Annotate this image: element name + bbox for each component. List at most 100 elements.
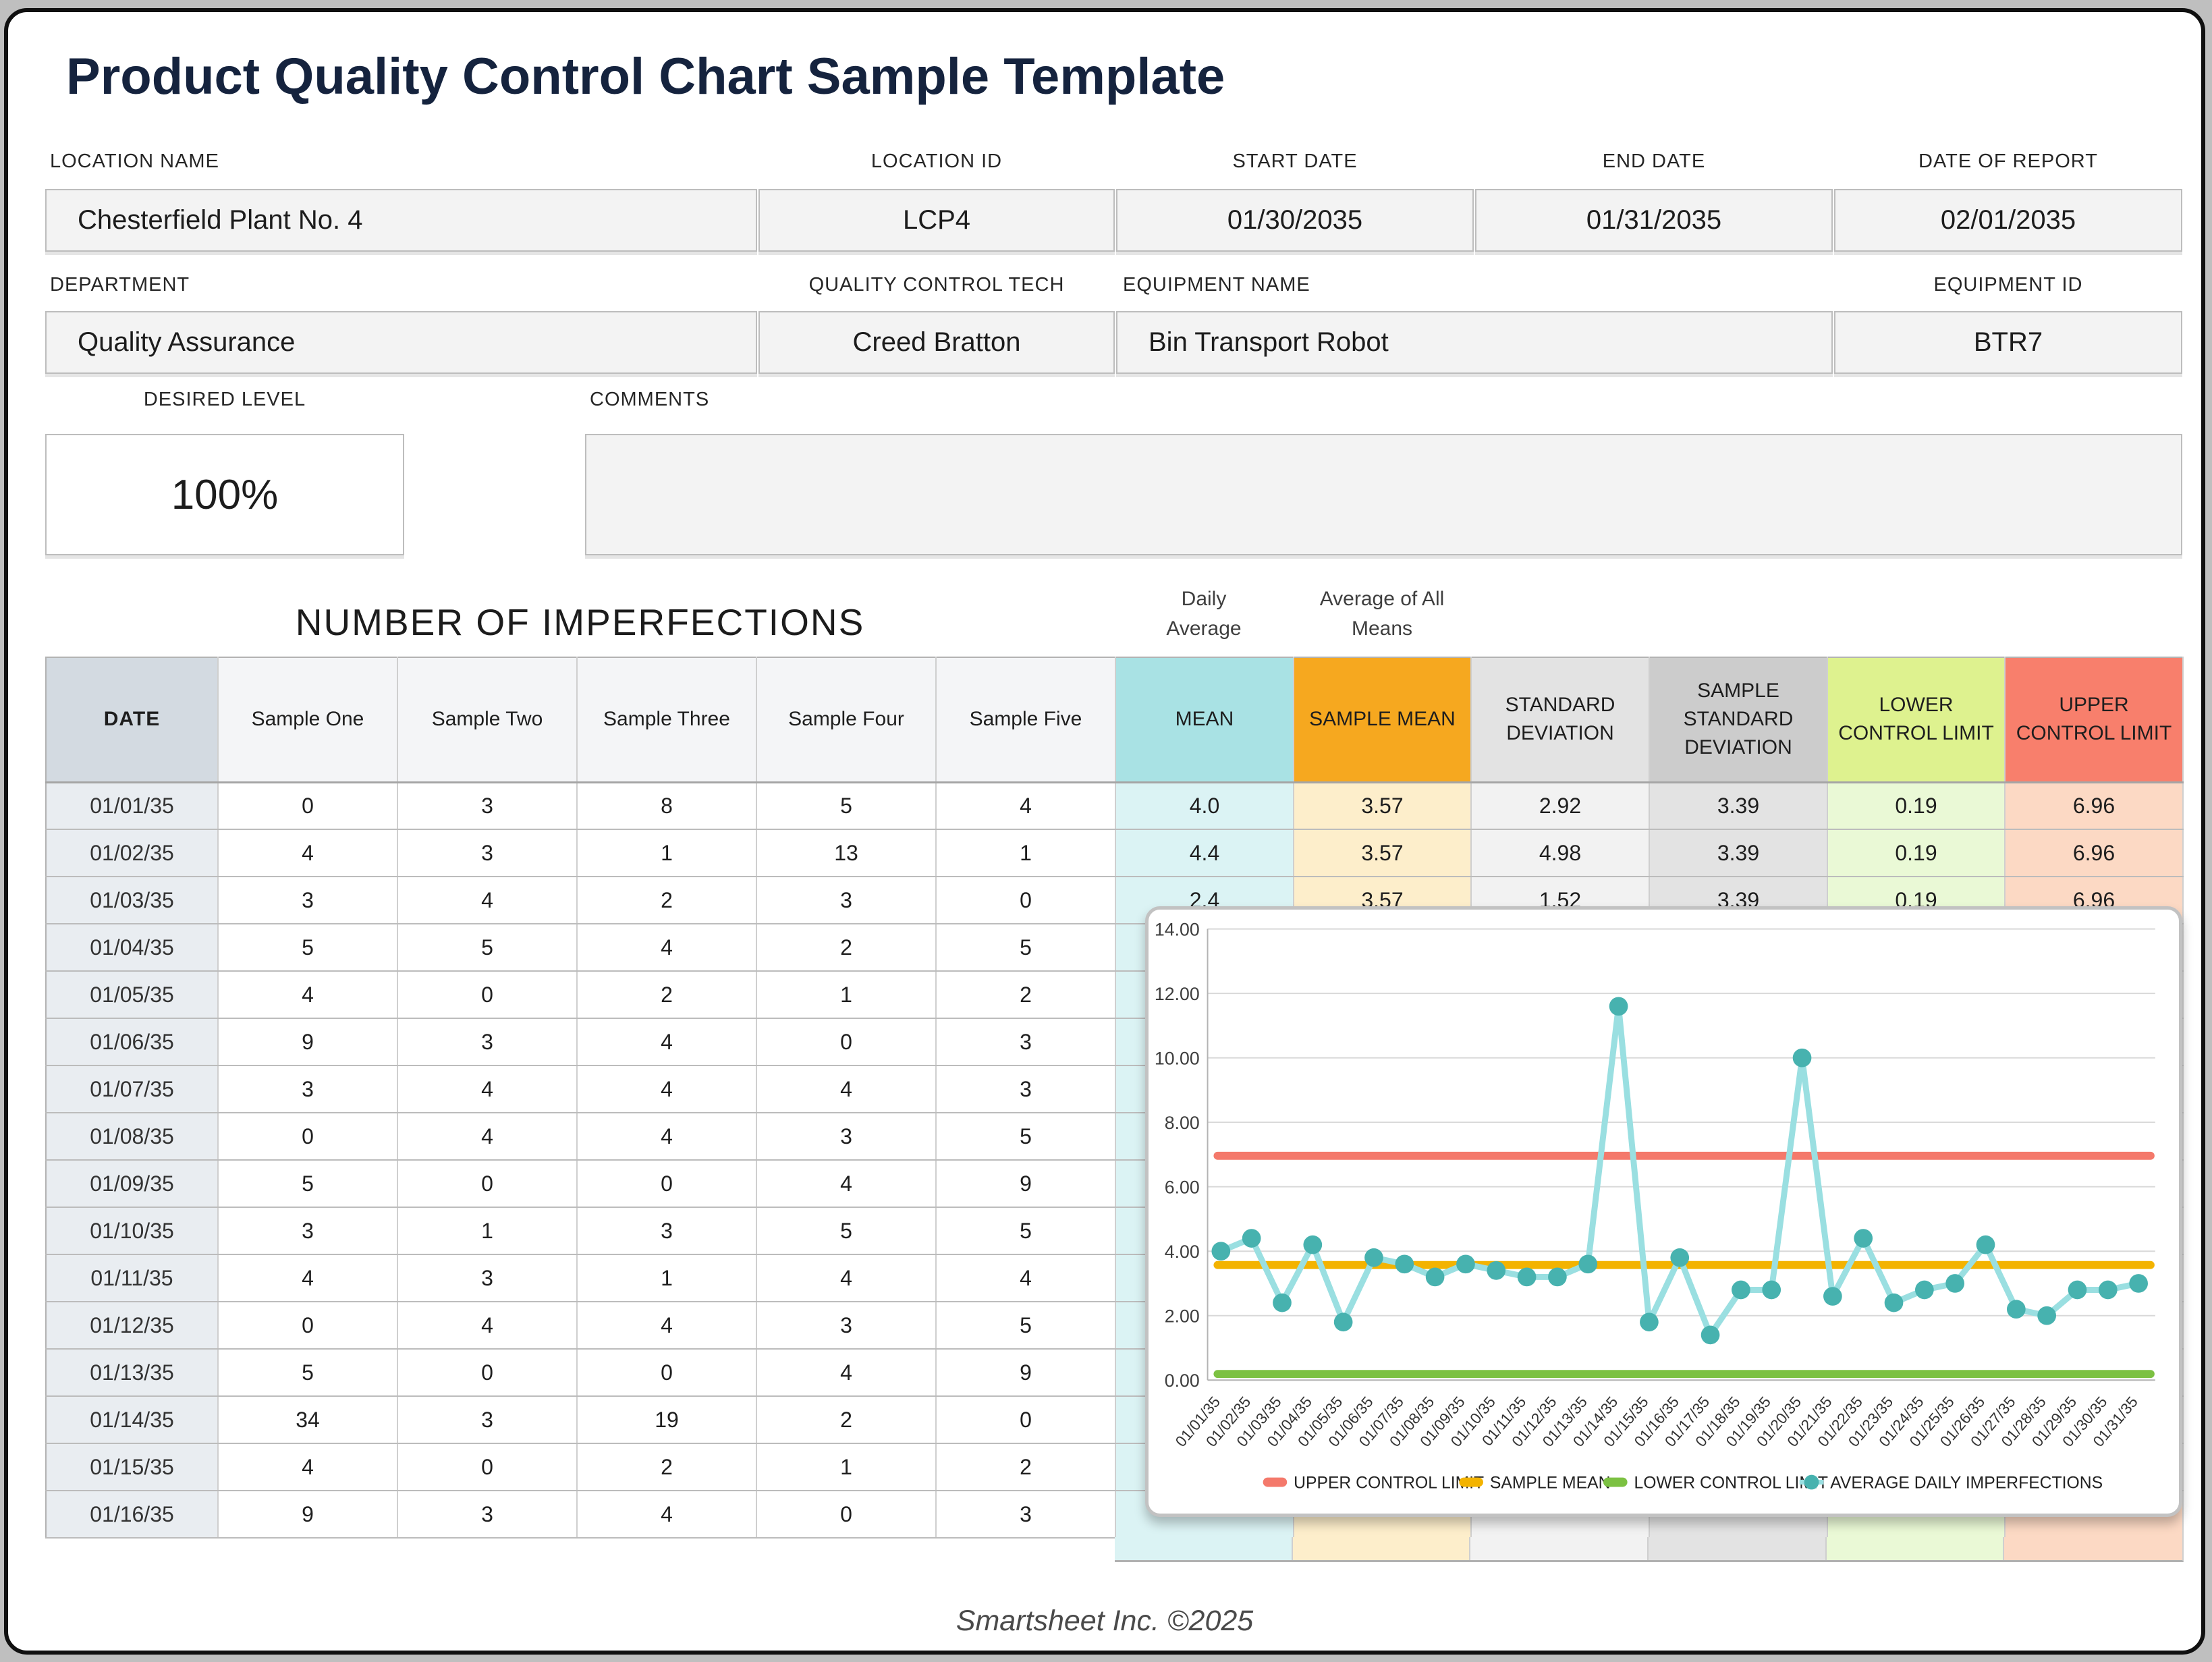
sample3-cell[interactable]: 2 xyxy=(577,971,757,1019)
sample1-cell[interactable]: 5 xyxy=(218,1349,398,1397)
ucl-cell[interactable] xyxy=(2004,1537,2182,1560)
location-name-field[interactable]: Chesterfield Plant No. 4 xyxy=(45,189,757,252)
mean-cell[interactable]: 4.4 xyxy=(1115,829,1294,877)
sample3-cell[interactable]: 3 xyxy=(577,1207,757,1255)
sample1-cell[interactable]: 4 xyxy=(218,1443,398,1491)
location-id-field[interactable]: LCP4 xyxy=(758,189,1115,252)
date-cell[interactable]: 01/02/35 xyxy=(46,829,219,877)
sample5-cell[interactable]: 5 xyxy=(936,1113,1116,1161)
sample5-cell[interactable]: 0 xyxy=(936,877,1116,924)
sample3-cell[interactable]: 19 xyxy=(577,1396,757,1444)
mean-cell[interactable]: 4.0 xyxy=(1115,782,1294,830)
sample1-cell[interactable]: 4 xyxy=(218,829,398,877)
lcl-cell[interactable]: 0.19 xyxy=(1827,829,2006,877)
sample5-cell[interactable]: 5 xyxy=(936,1207,1116,1255)
sample2-cell[interactable]: 0 xyxy=(397,1349,578,1397)
sample5-cell[interactable]: 0 xyxy=(936,1396,1116,1444)
equipment-name-field[interactable]: Bin Transport Robot xyxy=(1116,311,1833,374)
sample1-cell[interactable]: 3 xyxy=(218,877,398,924)
sample3-cell[interactable]: 4 xyxy=(577,1113,757,1161)
sample_std-cell[interactable]: 3.39 xyxy=(1649,782,1828,830)
sample2-cell[interactable]: 3 xyxy=(397,782,578,830)
date-cell[interactable]: 01/09/35 xyxy=(46,1160,219,1208)
date-cell[interactable]: 01/05/35 xyxy=(46,971,219,1019)
sample_std-cell[interactable] xyxy=(1648,1537,1827,1560)
sample2-cell[interactable]: 0 xyxy=(397,1443,578,1491)
date-cell[interactable]: 01/16/35 xyxy=(46,1491,219,1539)
sample4-cell[interactable]: 2 xyxy=(756,924,937,972)
sample4-cell[interactable]: 2 xyxy=(756,1396,937,1444)
comments-field[interactable] xyxy=(585,434,2182,555)
sample5-cell[interactable]: 9 xyxy=(936,1349,1116,1397)
date-cell[interactable]: 01/11/35 xyxy=(46,1254,219,1302)
sample4-cell[interactable]: 4 xyxy=(756,1065,937,1113)
sample4-cell[interactable]: 4 xyxy=(756,1349,937,1397)
lcl-cell[interactable]: 0.19 xyxy=(1827,782,2006,830)
sample2-cell[interactable]: 3 xyxy=(397,1018,578,1066)
ucl-cell[interactable]: 6.96 xyxy=(2005,782,2184,830)
date-cell[interactable]: 01/08/35 xyxy=(46,1113,219,1161)
sample4-cell[interactable]: 5 xyxy=(756,782,937,830)
sample5-cell[interactable]: 1 xyxy=(936,829,1116,877)
sample5-cell[interactable]: 5 xyxy=(936,924,1116,972)
equipment-id-field[interactable]: BTR7 xyxy=(1834,311,2182,374)
sample5-cell[interactable]: 3 xyxy=(936,1491,1116,1539)
sample5-cell[interactable]: 3 xyxy=(936,1065,1116,1113)
sample2-cell[interactable]: 3 xyxy=(397,829,578,877)
sample5-cell[interactable]: 4 xyxy=(936,1254,1116,1302)
sample1-cell[interactable]: 9 xyxy=(218,1491,398,1539)
department-field[interactable]: Quality Assurance xyxy=(45,311,757,374)
sample2-cell[interactable]: 1 xyxy=(397,1207,578,1255)
sample_mean-cell[interactable] xyxy=(1292,1537,1471,1560)
sample5-cell[interactable]: 2 xyxy=(936,1443,1116,1491)
sample1-cell[interactable]: 4 xyxy=(218,1254,398,1302)
sample3-cell[interactable]: 4 xyxy=(577,924,757,972)
sample3-cell[interactable]: 2 xyxy=(577,877,757,924)
sample4-cell[interactable]: 1 xyxy=(756,1443,937,1491)
start-date-field[interactable]: 01/30/2035 xyxy=(1116,189,1474,252)
sample1-cell[interactable]: 0 xyxy=(218,1113,398,1161)
sample4-cell[interactable]: 3 xyxy=(756,1113,937,1161)
quality-control-tech-field[interactable]: Creed Bratton xyxy=(758,311,1115,374)
date-cell[interactable]: 01/01/35 xyxy=(46,782,219,830)
sample2-cell[interactable]: 3 xyxy=(397,1396,578,1444)
ucl-cell[interactable]: 6.96 xyxy=(2005,829,2184,877)
chart-panel[interactable]: 0.00 2.00 4.00 6.00 8.00 10.00 12.00 14.00 01/01… xyxy=(1145,906,2182,1517)
date-cell[interactable]: 01/15/35 xyxy=(46,1443,219,1491)
sample2-cell[interactable]: 0 xyxy=(397,971,578,1019)
sample5-cell[interactable]: 5 xyxy=(936,1302,1116,1350)
sample4-cell[interactable]: 0 xyxy=(756,1018,937,1066)
sample2-cell[interactable]: 4 xyxy=(397,1065,578,1113)
sample5-cell[interactable]: 2 xyxy=(936,971,1116,1019)
sample1-cell[interactable]: 5 xyxy=(218,1160,398,1208)
sample3-cell[interactable]: 4 xyxy=(577,1302,757,1350)
date-of-report-field[interactable]: 02/01/2035 xyxy=(1834,189,2182,252)
sample1-cell[interactable]: 0 xyxy=(218,782,398,830)
date-cell[interactable]: 01/07/35 xyxy=(46,1065,219,1113)
sample1-cell[interactable]: 5 xyxy=(218,924,398,972)
sample4-cell[interactable]: 3 xyxy=(756,1302,937,1350)
sample4-cell[interactable]: 5 xyxy=(756,1207,937,1255)
date-cell[interactable]: 01/03/35 xyxy=(46,877,219,924)
end-date-field[interactable]: 01/31/2035 xyxy=(1475,189,1833,252)
sample4-cell[interactable]: 1 xyxy=(756,971,937,1019)
sample1-cell[interactable]: 3 xyxy=(218,1207,398,1255)
sample1-cell[interactable]: 4 xyxy=(218,971,398,1019)
date-cell[interactable]: 01/06/35 xyxy=(46,1018,219,1066)
sample2-cell[interactable]: 3 xyxy=(397,1491,578,1539)
std_dev-cell[interactable]: 2.92 xyxy=(1471,782,1650,830)
sample_std-cell[interactable]: 3.39 xyxy=(1649,829,1828,877)
desired-level-field[interactable]: 100% xyxy=(45,434,404,555)
sample4-cell[interactable]: 4 xyxy=(756,1254,937,1302)
date-cell[interactable]: 01/14/35 xyxy=(46,1396,219,1444)
sample4-cell[interactable]: 4 xyxy=(756,1160,937,1208)
sample3-cell[interactable]: 0 xyxy=(577,1160,757,1208)
sample4-cell[interactable]: 3 xyxy=(756,877,937,924)
sample3-cell[interactable]: 4 xyxy=(577,1018,757,1066)
sample5-cell[interactable]: 4 xyxy=(936,782,1116,830)
sample1-cell[interactable]: 34 xyxy=(218,1396,398,1444)
sample3-cell[interactable]: 8 xyxy=(577,782,757,830)
sample2-cell[interactable]: 4 xyxy=(397,877,578,924)
mean-cell[interactable] xyxy=(1115,1537,1293,1560)
date-cell[interactable]: 01/04/35 xyxy=(46,924,219,972)
